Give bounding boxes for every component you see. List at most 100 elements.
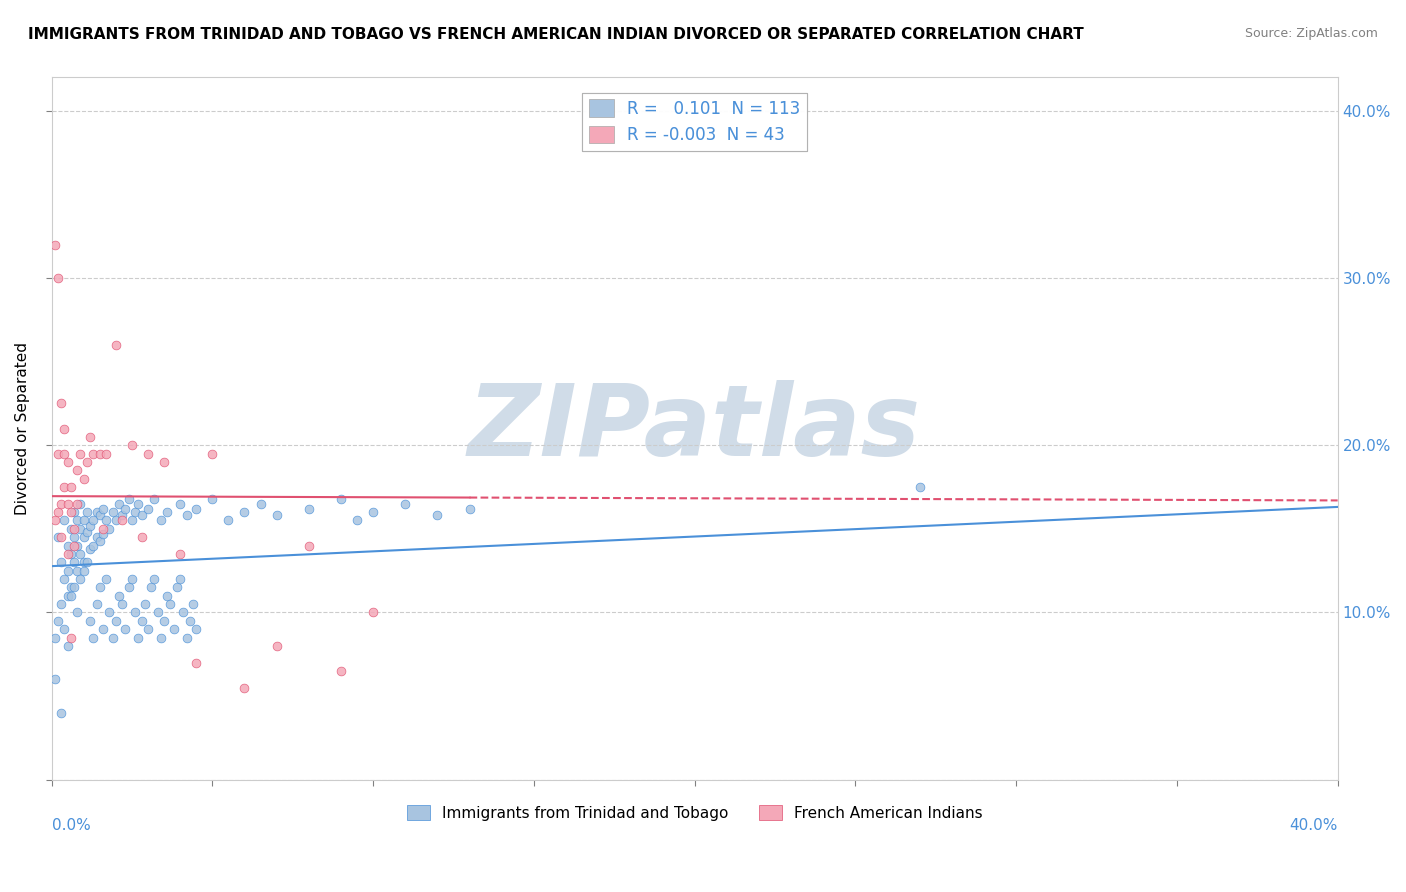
Point bbox=[46, 614, 69, 628]
Point bbox=[908, 480, 931, 494]
Point bbox=[298, 539, 321, 553]
Point bbox=[131, 508, 153, 523]
Point bbox=[121, 514, 143, 528]
Point bbox=[89, 508, 111, 523]
Point bbox=[51, 396, 73, 410]
Point bbox=[46, 505, 69, 519]
Point bbox=[298, 501, 321, 516]
Point bbox=[59, 505, 82, 519]
Point bbox=[86, 505, 108, 519]
Point bbox=[101, 631, 124, 645]
Point bbox=[169, 497, 191, 511]
Point bbox=[104, 514, 127, 528]
Point bbox=[329, 491, 352, 506]
Point bbox=[153, 455, 176, 469]
Point bbox=[134, 597, 156, 611]
Point bbox=[53, 572, 76, 586]
Point bbox=[56, 497, 79, 511]
Point bbox=[66, 606, 89, 620]
Point bbox=[136, 501, 159, 516]
Point bbox=[169, 547, 191, 561]
Text: 0.0%: 0.0% bbox=[52, 818, 90, 833]
Point bbox=[82, 514, 104, 528]
Text: 40.0%: 40.0% bbox=[1289, 818, 1337, 833]
Point bbox=[69, 547, 91, 561]
Point bbox=[96, 514, 118, 528]
Point bbox=[59, 631, 82, 645]
Point bbox=[131, 530, 153, 544]
Point bbox=[89, 533, 111, 548]
Point bbox=[69, 522, 91, 536]
Point bbox=[59, 522, 82, 536]
Point bbox=[329, 664, 352, 678]
Point bbox=[51, 555, 73, 569]
Point bbox=[59, 580, 82, 594]
Point bbox=[66, 514, 89, 528]
Point bbox=[79, 614, 101, 628]
Point bbox=[114, 501, 136, 516]
Text: ZIPatlas: ZIPatlas bbox=[468, 380, 921, 477]
Point bbox=[149, 631, 172, 645]
Point bbox=[69, 572, 91, 586]
Point bbox=[69, 447, 91, 461]
Point bbox=[53, 514, 76, 528]
Point bbox=[118, 491, 141, 506]
Point bbox=[66, 497, 89, 511]
Point bbox=[127, 497, 149, 511]
Text: Source: ZipAtlas.com: Source: ZipAtlas.com bbox=[1244, 27, 1378, 40]
Point bbox=[66, 564, 89, 578]
Point bbox=[201, 491, 224, 506]
Point bbox=[73, 555, 96, 569]
Point bbox=[159, 597, 181, 611]
Point bbox=[63, 522, 86, 536]
Point bbox=[76, 525, 98, 540]
Point bbox=[56, 539, 79, 553]
Point bbox=[76, 505, 98, 519]
Point bbox=[51, 497, 73, 511]
Point bbox=[56, 639, 79, 653]
Point bbox=[98, 522, 121, 536]
Point bbox=[266, 639, 288, 653]
Point bbox=[114, 622, 136, 636]
Point bbox=[79, 430, 101, 444]
Point bbox=[143, 572, 166, 586]
Point bbox=[233, 505, 256, 519]
Point bbox=[111, 597, 134, 611]
Point bbox=[76, 455, 98, 469]
Point bbox=[46, 447, 69, 461]
Point bbox=[59, 547, 82, 561]
Point bbox=[108, 497, 131, 511]
Point bbox=[63, 530, 86, 544]
Point bbox=[59, 480, 82, 494]
Point bbox=[53, 480, 76, 494]
Point bbox=[201, 447, 224, 461]
Text: IMMIGRANTS FROM TRINIDAD AND TOBAGO VS FRENCH AMERICAN INDIAN DIVORCED OR SEPARA: IMMIGRANTS FROM TRINIDAD AND TOBAGO VS F… bbox=[28, 27, 1084, 42]
Point bbox=[217, 514, 239, 528]
Point bbox=[76, 555, 98, 569]
Point bbox=[181, 597, 204, 611]
Point bbox=[108, 589, 131, 603]
Point bbox=[44, 514, 66, 528]
Point bbox=[186, 622, 208, 636]
Point bbox=[63, 505, 86, 519]
Point bbox=[44, 237, 66, 252]
Point bbox=[141, 580, 163, 594]
Point bbox=[121, 438, 143, 452]
Point bbox=[156, 589, 179, 603]
Point bbox=[104, 338, 127, 352]
Point bbox=[82, 631, 104, 645]
Point bbox=[69, 497, 91, 511]
Point bbox=[91, 622, 114, 636]
Point bbox=[346, 514, 368, 528]
Point bbox=[86, 597, 108, 611]
Point bbox=[96, 447, 118, 461]
Point bbox=[361, 606, 384, 620]
Point bbox=[118, 580, 141, 594]
Point bbox=[266, 508, 288, 523]
Point bbox=[73, 514, 96, 528]
Point bbox=[172, 606, 194, 620]
Point bbox=[66, 539, 89, 553]
Point bbox=[98, 606, 121, 620]
Point bbox=[51, 597, 73, 611]
Point bbox=[63, 555, 86, 569]
